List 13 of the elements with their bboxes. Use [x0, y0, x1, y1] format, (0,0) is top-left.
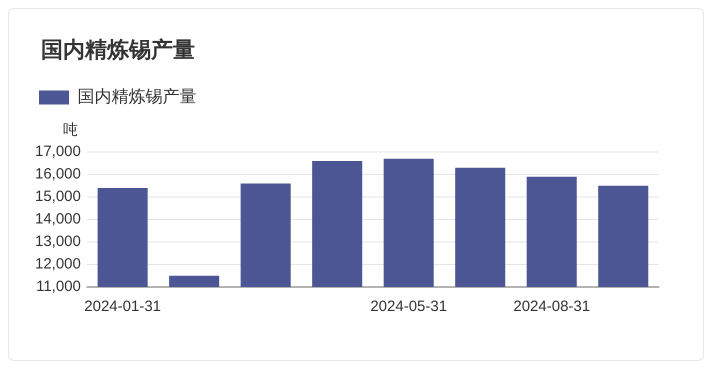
- y-tick-label: 17,000: [34, 143, 81, 160]
- x-tick-label: 2024-05-31: [370, 298, 448, 316]
- y-axis-title: 吨: [63, 120, 78, 138]
- y-tick-label: 13,000: [34, 233, 81, 250]
- y-tick-label: 14,000: [34, 210, 81, 228]
- x-tick-label: 2024-01-31: [84, 298, 162, 316]
- y-tick-label: 15,000: [34, 188, 81, 206]
- y-tick-label: 12,000: [34, 256, 81, 273]
- y-tick-label: 16,000: [34, 166, 81, 183]
- chart-title: 国内精炼锡产量: [41, 37, 195, 65]
- x-tick-label: 2024-08-31: [513, 298, 590, 316]
- y-tick-label: 11,000: [36, 278, 81, 296]
- legend-label: 国内精炼锡产量: [78, 86, 196, 107]
